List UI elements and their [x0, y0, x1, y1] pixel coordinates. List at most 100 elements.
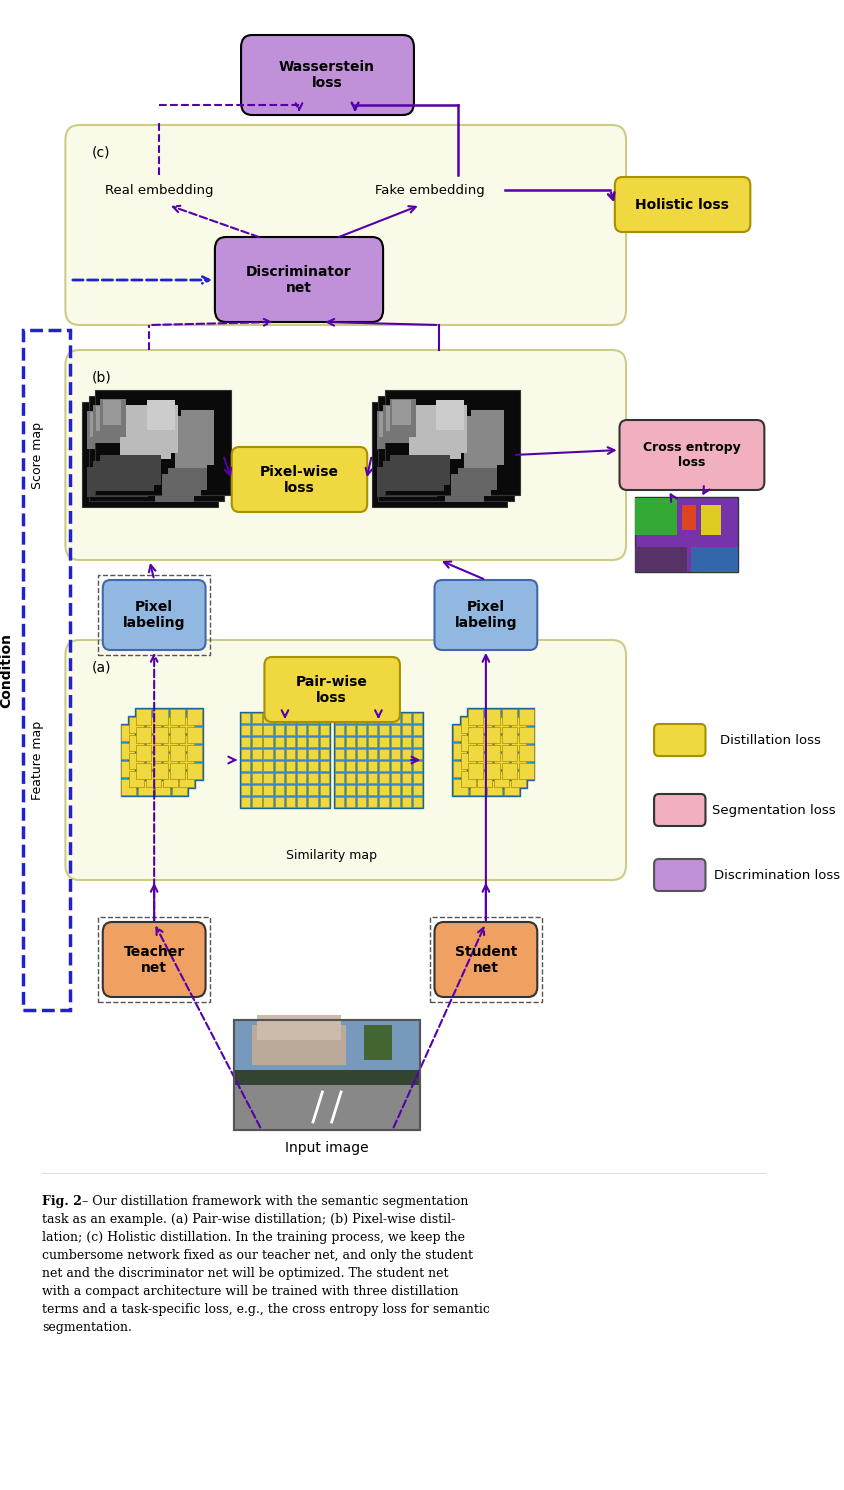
Bar [241, 738, 251, 746]
Bar [263, 749, 273, 758]
Bar [461, 717, 476, 733]
Text: segmentation.: segmentation. [42, 1322, 132, 1334]
Bar [518, 763, 533, 779]
Bar [413, 726, 422, 735]
Bar [402, 797, 411, 808]
Text: Similarity map: Similarity map [286, 848, 377, 861]
Bar [241, 797, 251, 808]
Bar [140, 405, 168, 437]
Bar [163, 770, 177, 787]
Text: Pixel
labeling: Pixel labeling [455, 600, 517, 630]
Bar [187, 745, 202, 761]
Bar [390, 399, 416, 437]
Bar [252, 1025, 346, 1065]
Bar [691, 547, 738, 572]
Bar [100, 454, 160, 486]
Bar [391, 761, 400, 770]
Bar [126, 405, 177, 453]
Bar [122, 726, 137, 741]
Bar [379, 761, 389, 770]
Bar [155, 761, 170, 776]
FancyBboxPatch shape [103, 922, 206, 997]
Bar [155, 744, 170, 758]
Bar [82, 402, 218, 507]
Bar [487, 779, 502, 796]
Bar [274, 749, 284, 758]
Bar [464, 416, 497, 471]
Bar [504, 761, 518, 776]
FancyBboxPatch shape [654, 794, 706, 825]
Bar [379, 797, 389, 808]
Bar [334, 773, 344, 784]
Bar [168, 468, 208, 490]
Bar [346, 738, 355, 746]
Bar [334, 785, 344, 796]
Bar [376, 466, 437, 498]
Bar [413, 785, 422, 796]
Text: Pixel-wise
loss: Pixel-wise loss [259, 465, 338, 495]
Text: Holistic loss: Holistic loss [636, 198, 729, 212]
Bar [274, 761, 284, 770]
Bar [155, 480, 194, 502]
Bar [357, 726, 366, 735]
Bar [453, 761, 468, 776]
Bar [320, 738, 329, 746]
Bar [368, 738, 377, 746]
Bar [263, 761, 273, 770]
Bar [402, 761, 411, 770]
Bar [133, 413, 162, 443]
Bar [502, 763, 517, 779]
Bar [122, 779, 137, 796]
Bar [308, 785, 317, 796]
Bar [682, 505, 696, 530]
Bar [504, 779, 518, 796]
Bar [137, 763, 151, 779]
Bar [636, 498, 678, 535]
Bar [252, 761, 262, 770]
Bar [402, 714, 411, 723]
Bar [297, 726, 306, 735]
Bar [241, 714, 251, 723]
Text: Pair-wise
loss: Pair-wise loss [295, 675, 368, 705]
Bar [357, 797, 366, 808]
Bar [376, 411, 403, 448]
Bar [147, 399, 175, 431]
Bar [175, 416, 208, 471]
Bar [138, 726, 154, 741]
Bar [136, 708, 203, 779]
Bar [172, 744, 187, 758]
Bar [402, 785, 411, 796]
Bar [461, 735, 476, 751]
Text: Student
net: Student net [455, 945, 517, 974]
Bar [485, 727, 500, 744]
Bar [234, 1021, 420, 1129]
Bar [334, 749, 344, 758]
Bar [286, 738, 295, 746]
FancyBboxPatch shape [654, 724, 706, 755]
Bar [457, 422, 490, 477]
Bar [98, 575, 210, 656]
Bar [252, 773, 262, 784]
Bar [122, 744, 137, 758]
Bar [453, 726, 468, 741]
Bar [391, 785, 400, 796]
Bar [368, 761, 377, 770]
Bar [96, 405, 115, 431]
Bar [413, 749, 422, 758]
Bar [154, 763, 168, 779]
Bar [187, 727, 202, 744]
Bar [383, 405, 409, 443]
Bar [155, 726, 170, 741]
Bar [383, 460, 444, 492]
Text: – Our distillation framework with the semantic segmentation: – Our distillation framework with the se… [78, 1195, 468, 1208]
Bar [138, 779, 154, 796]
Bar [452, 724, 520, 796]
Bar [113, 417, 165, 465]
Bar [154, 745, 168, 761]
Bar [379, 714, 389, 723]
Bar [495, 752, 509, 769]
Text: lation; (c) Holistic distillation. In the training process, we keep the: lation; (c) Holistic distillation. In th… [42, 1231, 465, 1244]
Bar [518, 727, 533, 744]
Bar [263, 714, 273, 723]
Bar [146, 770, 160, 787]
